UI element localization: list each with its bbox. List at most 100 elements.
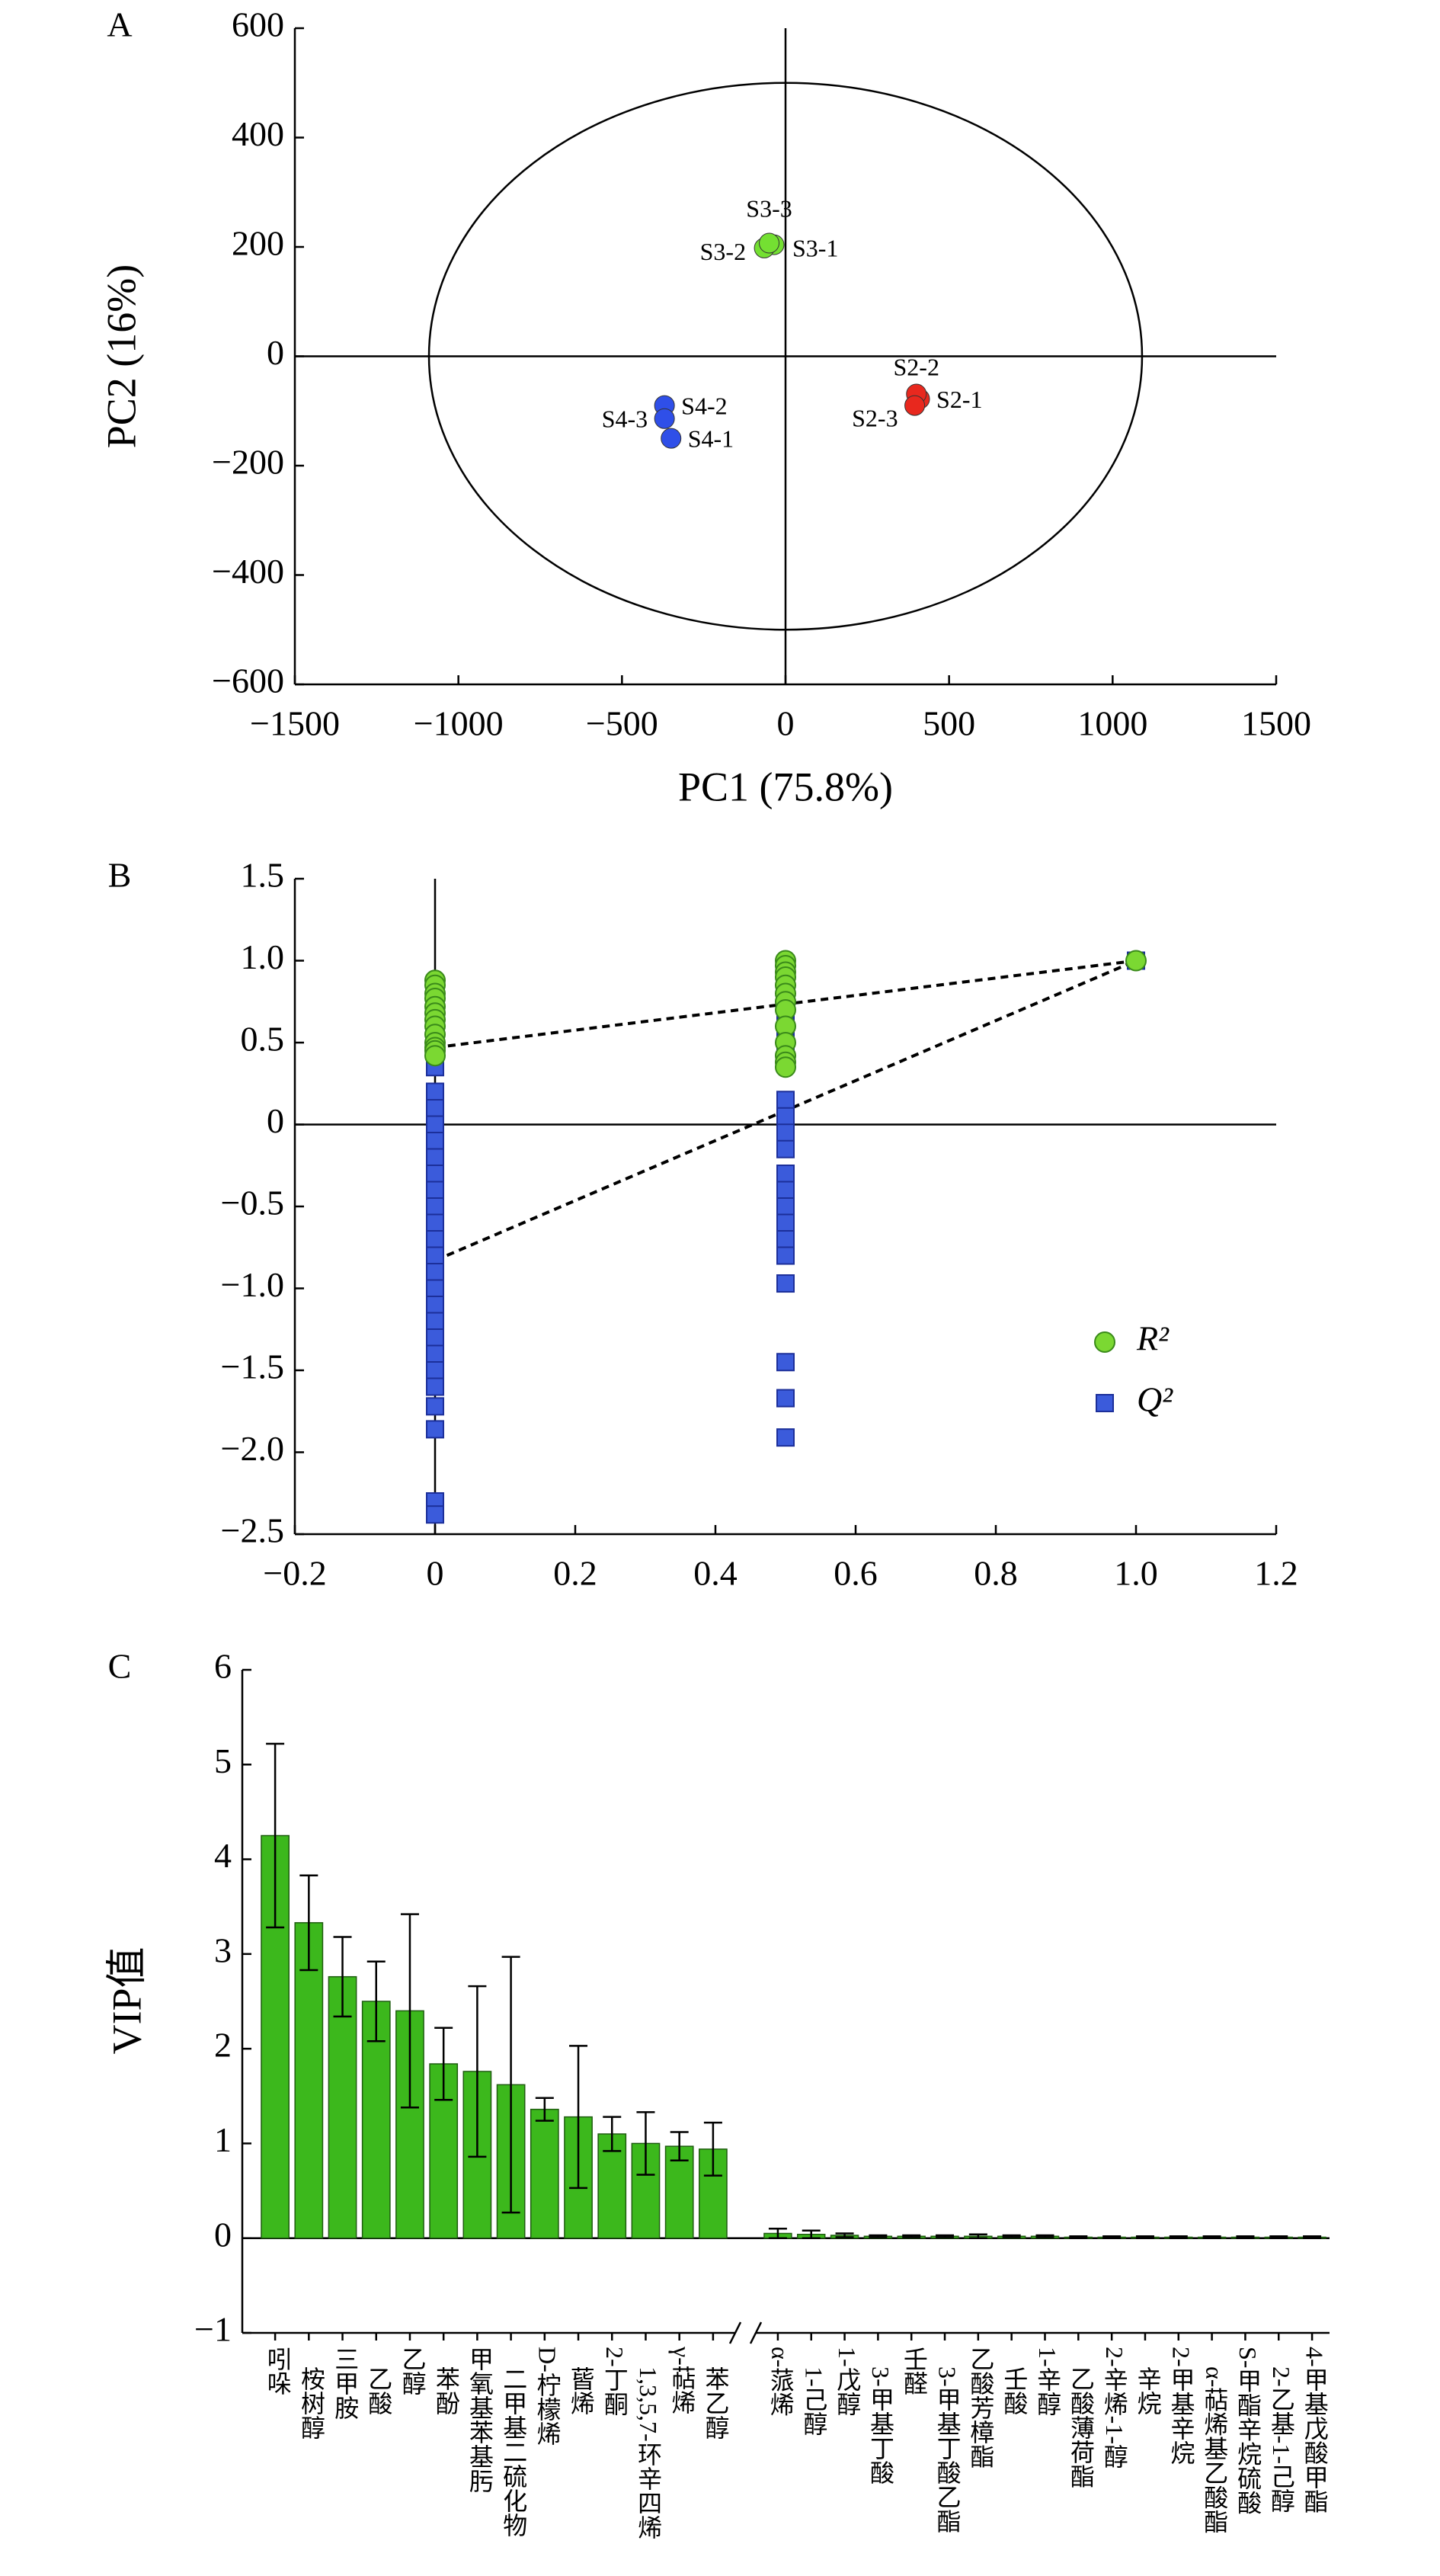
point [426,1420,444,1439]
point [426,1246,444,1265]
y-tick-label: 1.0 [241,937,285,976]
point [776,1246,795,1265]
legend-marker [1094,1331,1115,1353]
x-tick-label: 1500 [1241,704,1311,743]
point-label: S4-1 [688,425,734,452]
panel-label: B [108,856,132,895]
point [426,1099,444,1117]
y-tick-label: 0 [267,1101,284,1140]
x-tick-label: 三甲胺 [331,2347,359,2420]
y-tick-label: 600 [232,5,284,44]
point-label: S3-3 [746,194,792,222]
x-tick-label: 3-甲基丁酸乙酯 [934,2366,962,2533]
x-tick-label: 2-丁酮 [601,2347,629,2416]
point [654,408,675,429]
x-tick-label: γ-萜烯 [668,2346,696,2414]
x-tick-label: 乙酸 [365,2366,392,2415]
error-bar [670,2131,689,2162]
error-bar [1169,2235,1188,2239]
point [426,1397,444,1416]
error-bar [1303,2235,1322,2239]
y-tick-label: 0 [267,333,284,372]
x-tick-label: 0.6 [834,1554,878,1593]
point [776,1353,795,1372]
y-tick-label: 5 [214,1741,232,1780]
x-tick-label: −1000 [414,704,504,743]
point [776,1091,795,1110]
point [426,1377,444,1396]
y-tick-label: 0 [214,2215,232,2254]
x-tick-label: 壬酸 [1000,2366,1028,2415]
point [776,1181,795,1200]
y-axis-title: VIP值 [104,1946,149,2054]
axis-break [749,2321,763,2344]
x-tick-label: 乙醇 [399,2347,427,2395]
error-bar [266,1742,285,1929]
point-label: S3-2 [700,238,746,265]
confidence-ellipse [427,82,1144,631]
x-tick-label: 0.4 [693,1554,738,1593]
legend-label: Q² [1137,1380,1173,1419]
point [1125,950,1147,972]
point [426,1279,444,1298]
point-label: S3-1 [792,234,838,261]
y-tick-label: −0.5 [221,1184,284,1222]
error-bar [468,1985,487,2158]
y-tick-label: −1.0 [221,1265,284,1304]
legend-label: R² [1136,1319,1170,1358]
point [424,1045,446,1067]
point [776,1123,795,1142]
point-label: S2-2 [894,353,939,380]
point [426,1263,444,1281]
error-bar [1002,2234,1021,2238]
x-tick-label: 1.2 [1254,1554,1298,1593]
x-tick-label: 2-甲基辛烷 [1167,2347,1195,2465]
error-bar [1102,2235,1122,2239]
y-tick-label: 1 [214,2120,232,2159]
x-tick-label: −0.2 [263,1554,326,1593]
y-tick-label: −2.0 [221,1429,284,1468]
x-tick-label: 1000 [1077,704,1147,743]
x-axis-title: PC1 (75.8%) [678,764,893,809]
point [776,1107,795,1126]
x-tick-label: 1-己醇 [800,2366,827,2436]
x-tick-label: −500 [586,704,658,743]
x-tick-label: 二甲基二硫化物 [500,2366,527,2537]
y-tick-label: 1.5 [241,856,285,895]
x-tick-label: 1,3,5,7-环辛四烯 [635,2366,662,2539]
x-tick-label: 0 [777,704,795,743]
y-tick-label: −1 [194,2310,232,2349]
x-tick-label: 0.2 [553,1554,597,1593]
point [776,1274,795,1293]
error-bar [1269,2235,1288,2239]
point [776,1197,795,1216]
x-tick-label: 3-甲基丁酸 [867,2366,894,2485]
x-tick-label: 乙酸芳樟酯 [968,2347,995,2469]
y-tick-label: 200 [232,224,284,263]
error-bar [902,2234,921,2238]
x-tick-label: 苯酚 [433,2366,460,2415]
point [776,1165,795,1183]
point [426,1361,444,1379]
x-tick-label: 吲哚 [264,2347,292,2395]
point [426,1296,444,1314]
error-bar [835,2232,854,2238]
y-tick-label: 4 [214,1836,232,1875]
x-tick-label: 0.8 [974,1554,1018,1593]
bar [328,1975,357,2239]
point [426,1197,444,1216]
error-bar [968,2233,987,2239]
error-bar [333,1936,352,2018]
error-bar [703,2121,722,2177]
point [426,1213,444,1232]
x-tick-label: 苯乙醇 [702,2366,730,2440]
error-bar [1236,2235,1255,2239]
error-bar [636,2111,655,2176]
error-bar [1135,2235,1154,2239]
y-tick-label: −400 [212,552,284,591]
x-tick-label: 甲氧基苯基肟 [466,2347,494,2493]
point [426,1230,444,1248]
x-tick-label: 2-辛烯-1-醇 [1101,2347,1128,2469]
error-bar [1202,2235,1221,2239]
error-bar [535,2097,554,2122]
